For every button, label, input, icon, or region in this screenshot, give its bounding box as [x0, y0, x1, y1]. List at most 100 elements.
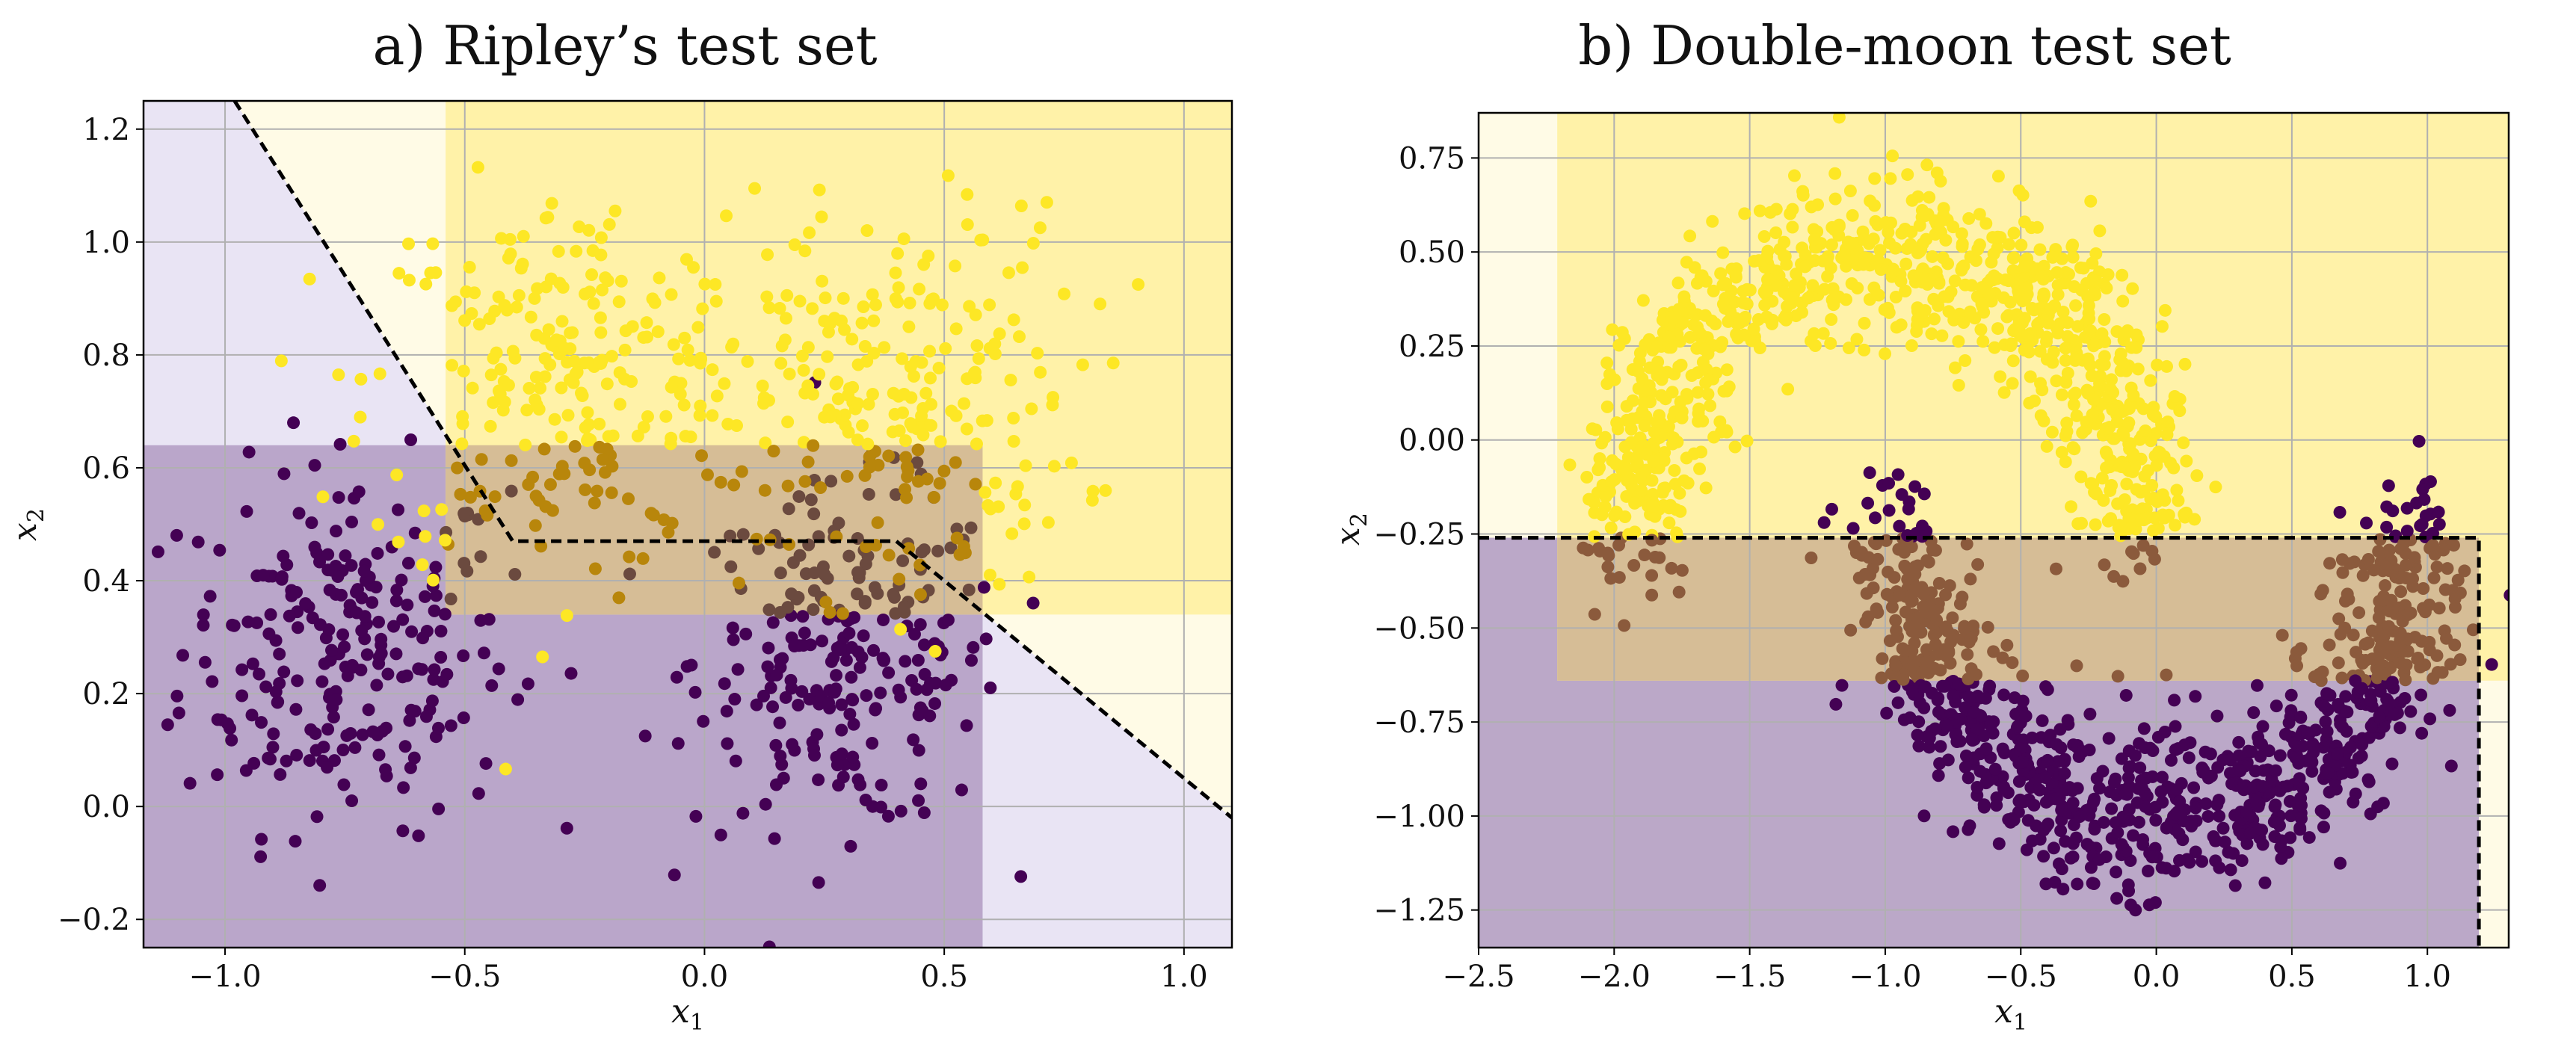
- data-point: [867, 643, 881, 657]
- data-point: [287, 416, 301, 430]
- data-point: [1668, 463, 1681, 477]
- y-tick-label: 0.00: [1399, 424, 1465, 458]
- data-point: [842, 425, 855, 439]
- data-point: [913, 618, 927, 631]
- data-point: [1624, 436, 1638, 449]
- data-point: [1806, 279, 1819, 292]
- data-point: [941, 169, 955, 182]
- data-point: [2145, 478, 2159, 492]
- data-point: [269, 685, 283, 699]
- x-tick-label: 0.5: [920, 960, 968, 994]
- data-point: [844, 839, 857, 853]
- data-point: [2426, 539, 2440, 552]
- data-point: [1593, 461, 1606, 475]
- data-point: [1880, 587, 1894, 601]
- data-point: [1917, 809, 1931, 823]
- data-point: [2000, 310, 2014, 324]
- data-point: [1889, 241, 1902, 255]
- data-point: [892, 281, 905, 294]
- data-point: [1716, 297, 1730, 311]
- data-point: [362, 703, 375, 717]
- data-point: [206, 675, 219, 688]
- data-point: [161, 718, 174, 732]
- data-point: [2294, 711, 2308, 724]
- data-point: [1934, 215, 1947, 229]
- data-point: [2012, 794, 2026, 808]
- data-point: [266, 741, 280, 754]
- data-point: [2139, 424, 2152, 438]
- data-point: [2128, 460, 2142, 473]
- data-point: [2349, 646, 2363, 659]
- data-point: [1879, 216, 1893, 229]
- data-point: [357, 564, 371, 578]
- data-point: [818, 568, 831, 581]
- data-point: [1882, 477, 1896, 490]
- data-point: [321, 563, 335, 577]
- data-point: [2059, 342, 2072, 355]
- data-point: [1618, 463, 1632, 476]
- data-point: [911, 654, 925, 667]
- data-point: [2119, 787, 2132, 800]
- data-point: [203, 590, 217, 603]
- data-point: [471, 161, 484, 174]
- data-point: [514, 262, 528, 275]
- data-point: [641, 410, 654, 424]
- data-point: [2066, 238, 2080, 252]
- data-point: [1948, 361, 1962, 374]
- data-point: [474, 614, 487, 627]
- data-point: [2335, 671, 2349, 685]
- data-point: [623, 567, 636, 581]
- data-point: [960, 422, 973, 436]
- data-point: [781, 479, 795, 492]
- data-point: [1858, 343, 1871, 356]
- data-point: [345, 658, 359, 672]
- data-point: [2373, 711, 2386, 724]
- data-point: [1787, 279, 1801, 292]
- data-point: [816, 274, 829, 288]
- data-point: [2130, 328, 2143, 342]
- data-point: [1900, 242, 1914, 256]
- data-point: [2382, 622, 2396, 635]
- data-point: [2155, 770, 2169, 784]
- data-point: [1889, 658, 1902, 672]
- data-point: [2224, 863, 2237, 877]
- data-point: [887, 590, 901, 604]
- data-point: [2284, 809, 2298, 823]
- data-point: [2222, 845, 2235, 859]
- data-point: [1943, 579, 1956, 593]
- data-point: [2284, 710, 2297, 723]
- data-point: [1960, 537, 1973, 551]
- data-point: [1927, 312, 1941, 326]
- data-point: [2055, 862, 2068, 876]
- data-point: [912, 744, 925, 757]
- data-point: [456, 417, 469, 430]
- x-axis-label: x1: [671, 992, 704, 1036]
- plot-frame: [1477, 111, 2510, 949]
- data-point: [1620, 400, 1633, 413]
- data-point: [322, 623, 336, 637]
- data-point: [2447, 539, 2460, 552]
- data-point: [899, 451, 913, 464]
- data-point: [2037, 824, 2050, 837]
- data-point: [964, 654, 978, 667]
- data-point: [2071, 877, 2084, 891]
- data-point: [2033, 345, 2047, 358]
- data-point: [618, 343, 632, 356]
- data-point: [979, 486, 992, 499]
- data-point: [2503, 589, 2509, 602]
- data-point: [1983, 679, 1997, 693]
- data-point: [2088, 822, 2101, 836]
- data-point: [788, 238, 801, 252]
- data-point: [402, 274, 416, 287]
- data-point: [2382, 479, 2395, 492]
- data-point: [457, 507, 471, 520]
- data-point: [289, 702, 303, 716]
- x-tick-label: −1.0: [1849, 960, 1921, 994]
- data-point: [1023, 570, 1036, 584]
- data-point: [558, 467, 571, 481]
- data-point: [523, 381, 536, 395]
- data-point: [594, 326, 608, 339]
- data-point: [949, 456, 962, 469]
- data-point: [2331, 747, 2344, 761]
- data-point: [1713, 415, 1727, 428]
